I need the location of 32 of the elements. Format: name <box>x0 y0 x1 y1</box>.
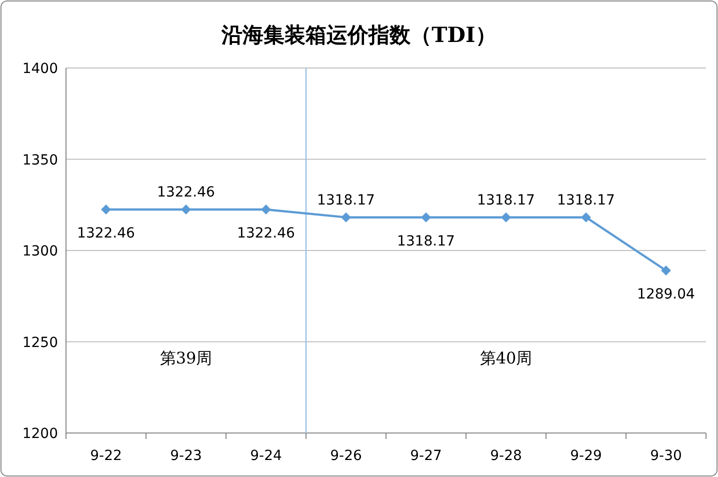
point <box>101 204 111 215</box>
annotation: 第40周 <box>480 348 532 368</box>
data-label: 1322.46 <box>77 226 136 242</box>
data-label: 1322.46 <box>237 226 296 242</box>
chart-title: 沿海集装箱运价指数（TDI） <box>220 22 496 47</box>
point <box>661 266 671 276</box>
data-label: 1322.46 <box>157 184 216 201</box>
data-label: 1318.17 <box>477 192 535 208</box>
point <box>341 212 351 222</box>
point <box>181 204 191 215</box>
x-tick-label: 9-26 <box>330 448 362 464</box>
x-tick-label: 9-24 <box>250 448 282 464</box>
y-tick-label: 1250 <box>22 334 58 351</box>
data-label: 1318.17 <box>397 233 455 250</box>
x-tick-label: 9-29 <box>570 448 602 464</box>
data-label: 1289.04 <box>637 286 696 302</box>
data-label: 1318.17 <box>317 192 375 208</box>
x-tick-label: 9-28 <box>490 448 522 464</box>
y-tick-label: 1200 <box>22 426 58 442</box>
x-tick-label: 9-22 <box>90 448 122 464</box>
y-tick-label: 1350 <box>22 152 58 168</box>
point <box>261 204 271 215</box>
x-tick-label: 9-23 <box>170 448 202 464</box>
point <box>581 212 591 222</box>
y-tick-label: 1300 <box>22 244 58 260</box>
x-tick-label: 9-27 <box>410 448 442 464</box>
annotation: 第39周 <box>160 348 212 368</box>
point <box>501 212 511 222</box>
x-tick-label: 9-30 <box>650 448 682 464</box>
point <box>421 212 431 222</box>
y-tick-label: 1400 <box>22 61 58 77</box>
data-label: 1318.17 <box>557 192 615 208</box>
